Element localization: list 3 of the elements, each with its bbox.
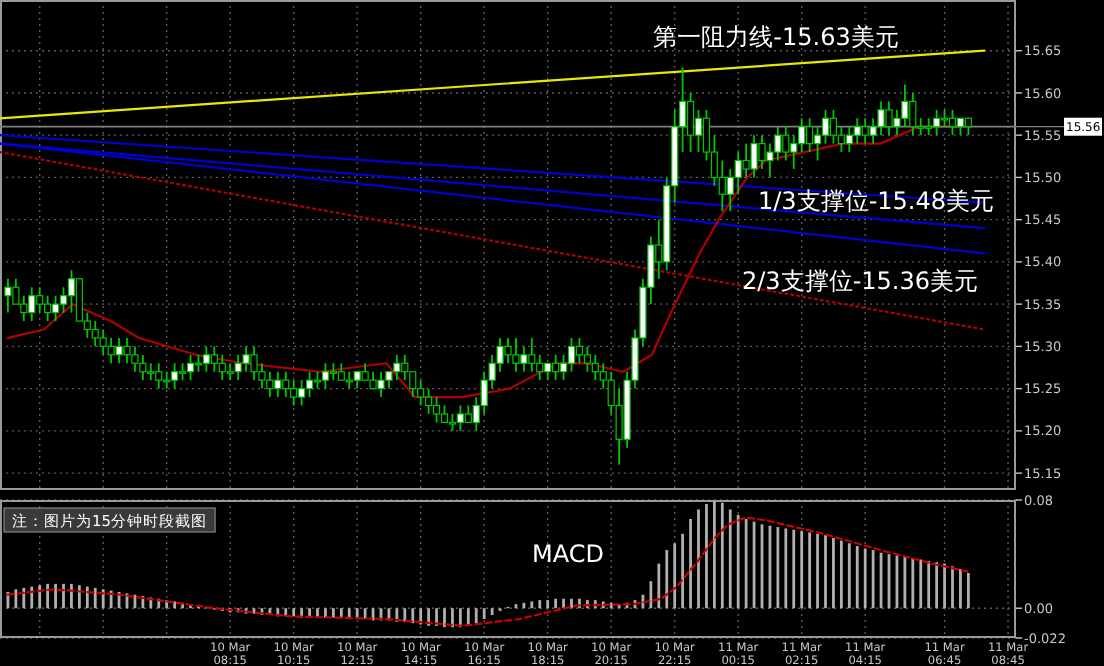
text: MACD xyxy=(532,540,604,568)
annotation: 2/3支撑位-15.36美元 xyxy=(742,267,978,295)
annotation: 第一阻力线-15.63美元 xyxy=(653,23,899,51)
